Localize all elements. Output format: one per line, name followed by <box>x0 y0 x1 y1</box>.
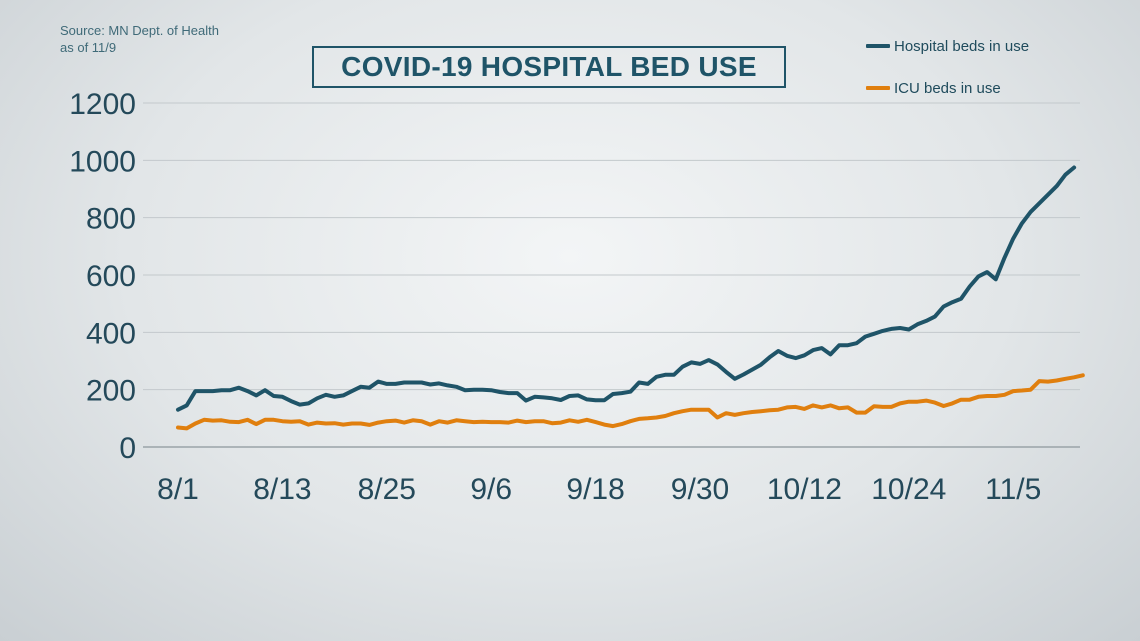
source-line: Source: MN Dept. of Health <box>60 23 219 38</box>
x-tick-label: 8/1 <box>157 473 199 506</box>
legend-label-icu: ICU beds in use <box>894 79 1001 97</box>
y-tick-label: 400 <box>86 317 136 350</box>
y-tick-label: 1200 <box>69 88 136 121</box>
x-tick-label: 10/12 <box>767 473 842 506</box>
y-tick-label: 200 <box>86 375 136 408</box>
source-date: as of 11/9 <box>60 40 117 55</box>
chart-title-box: COVID-19 HOSPITAL BED USE <box>312 46 786 88</box>
x-tick-label: 10/24 <box>871 473 946 506</box>
y-tick-label: 1000 <box>69 145 136 178</box>
source-note: Source: MN Dept. of Health as of 11/9 <box>60 22 219 56</box>
x-tick-label: 11/5 <box>985 473 1041 506</box>
legend-swatch-hospital <box>866 44 890 48</box>
legend-label-hospital: Hospital beds in use <box>894 37 1030 55</box>
x-tick-label: 9/6 <box>470 473 512 506</box>
legend: Hospital beds in use ICU beds in use <box>866 36 1029 120</box>
x-tick-label: 8/25 <box>358 473 416 506</box>
series-line-icu <box>176 373 1085 431</box>
x-tick-label: 9/18 <box>566 473 624 506</box>
chart-title: COVID-19 HOSPITAL BED USE <box>341 51 757 82</box>
legend-item-icu: ICU beds in use <box>866 78 1029 98</box>
series-lines <box>176 165 1085 431</box>
x-axis-ticks: 8/1 8/13 8/25 9/6 9/18 9/30 10/12 10/24 11/5 <box>157 473 1041 506</box>
y-tick-label: 600 <box>86 260 136 293</box>
legend-item-hospital: Hospital beds in use <box>866 36 1029 56</box>
y-tick-label: 800 <box>86 203 136 236</box>
gridlines <box>143 102 1080 448</box>
x-tick-label: 9/30 <box>671 473 729 506</box>
x-tick-label: 8/13 <box>253 473 311 506</box>
y-tick-label: 0 <box>119 432 136 465</box>
y-axis-ticks: 0 200 400 600 800 1000 1200 <box>69 88 136 465</box>
legend-swatch-icu <box>866 86 890 90</box>
series-line-hospital <box>176 165 1077 412</box>
